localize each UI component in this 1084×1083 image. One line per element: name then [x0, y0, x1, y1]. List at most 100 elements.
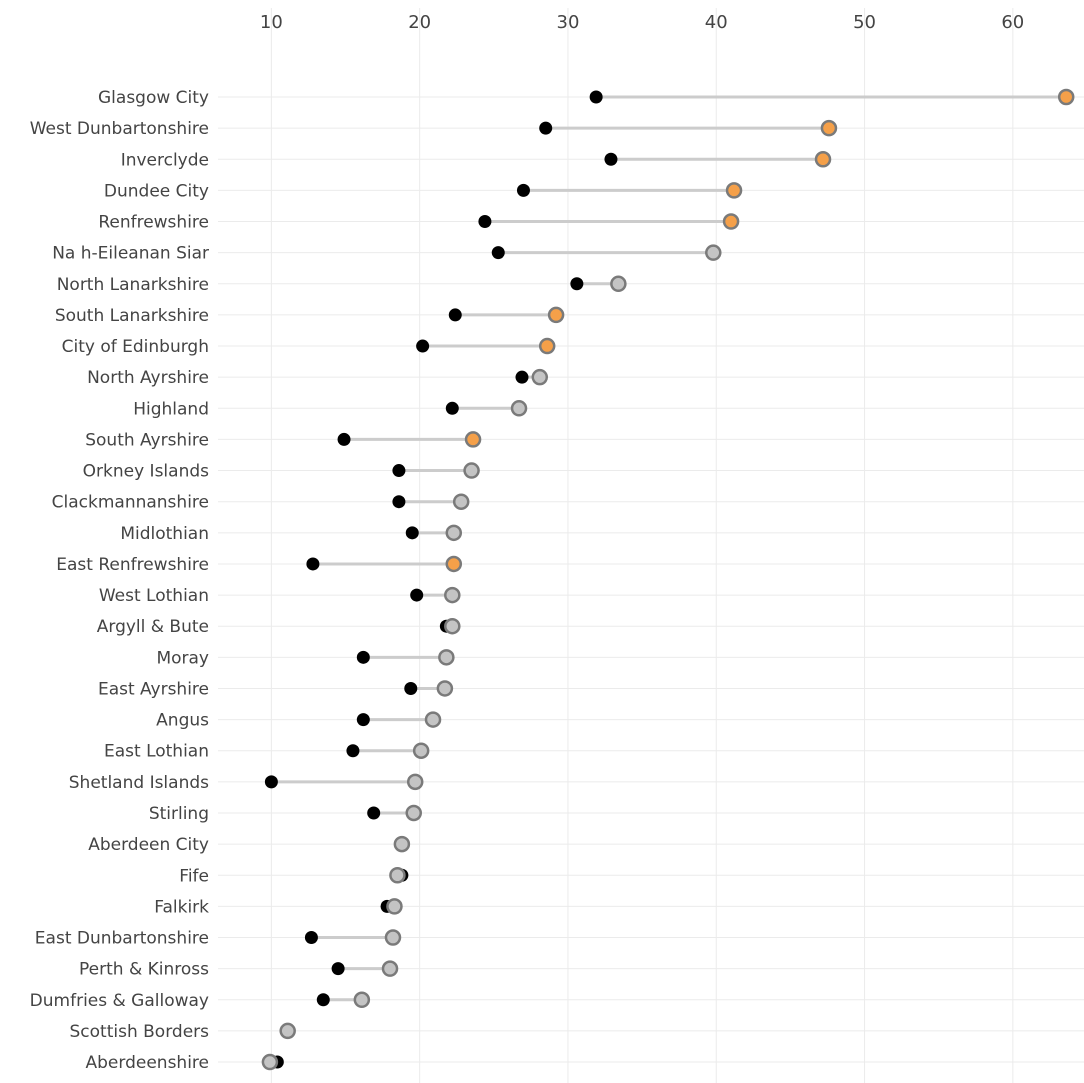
end-point	[444, 617, 461, 635]
end-point-highlighted	[464, 431, 482, 448]
category-label: Shetland Islands	[69, 773, 209, 793]
end-point	[444, 586, 461, 604]
end-point-highlighted	[820, 119, 838, 137]
category-label: South Ayrshire	[85, 430, 209, 450]
category-label: East Lothian	[104, 742, 209, 762]
category-label: Dundee City	[104, 181, 209, 201]
start-point	[570, 277, 584, 291]
category-label: South Lanarkshire	[55, 306, 209, 326]
end-point	[705, 244, 722, 261]
start-point	[346, 744, 360, 758]
category-label: Aberdeen City	[88, 835, 209, 855]
end-point-highlighted	[445, 555, 463, 573]
end-point	[389, 867, 406, 884]
x-tick-label: 20	[408, 12, 431, 33]
start-point	[392, 495, 406, 509]
start-point	[516, 183, 530, 197]
end-point	[381, 960, 399, 977]
end-point	[438, 649, 455, 666]
end-point	[406, 773, 424, 791]
end-point	[353, 991, 371, 1009]
start-point	[337, 432, 351, 446]
start-point	[491, 246, 505, 260]
start-point	[331, 962, 345, 976]
start-point	[478, 215, 492, 229]
end-point	[261, 1053, 279, 1071]
category-label: Falkirk	[154, 897, 209, 917]
x-tick-label: 60	[1001, 12, 1024, 33]
start-point	[604, 152, 618, 166]
end-point-highlighted	[725, 182, 743, 199]
start-point	[539, 121, 553, 135]
start-point	[410, 588, 424, 602]
x-tick-label: 50	[853, 12, 876, 33]
start-point	[515, 370, 529, 384]
end-point	[463, 462, 480, 479]
start-point	[356, 650, 370, 664]
category-label: Dumfries & Galloway	[30, 991, 209, 1011]
end-point-highlighted	[814, 151, 832, 168]
category-label: Inverclyde	[121, 150, 209, 170]
x-tick-label: 30	[557, 12, 580, 33]
category-label: Na h-Eileanan Siar	[52, 244, 209, 264]
end-point-highlighted	[1057, 88, 1075, 106]
start-point	[264, 775, 278, 789]
end-point	[531, 368, 549, 386]
category-label: Aberdeenshire	[86, 1053, 209, 1073]
end-point	[610, 275, 627, 293]
end-point	[384, 929, 402, 946]
grid-lines	[218, 8, 1084, 1083]
start-point	[404, 681, 418, 695]
category-label: Renfrewshire	[98, 213, 209, 233]
start-point	[306, 557, 320, 571]
x-tick-label: 40	[705, 12, 728, 33]
end-point	[386, 898, 403, 915]
x-tick-label: 10	[260, 12, 283, 33]
start-point	[316, 993, 330, 1007]
category-label: North Ayrshire	[87, 368, 209, 388]
start-point	[445, 401, 459, 415]
category-label: Perth & Kinross	[79, 960, 209, 980]
category-label: City of Edinburgh	[62, 337, 209, 357]
category-label: Stirling	[149, 804, 209, 824]
start-point	[356, 713, 370, 727]
end-point	[412, 742, 430, 759]
category-label: Orkney Islands	[83, 462, 209, 482]
category-label: Angus	[156, 711, 209, 731]
category-label: West Dunbartonshire	[30, 119, 209, 139]
category-label: East Ayrshire	[98, 679, 209, 699]
category-label: Glasgow City	[98, 88, 209, 108]
category-label: Clackmannanshire	[52, 493, 209, 513]
category-label: Midlothian	[120, 524, 209, 544]
start-point	[416, 339, 430, 353]
dumbbell-marks	[261, 88, 1075, 1071]
category-label: West Lothian	[99, 586, 209, 606]
end-point	[445, 524, 463, 542]
category-label: East Dunbartonshire	[35, 929, 209, 949]
category-label: Moray	[156, 648, 209, 668]
start-point	[448, 308, 462, 322]
end-point	[452, 493, 470, 510]
start-point	[405, 526, 419, 540]
end-point	[279, 1022, 296, 1040]
category-label: Highland	[133, 399, 209, 419]
end-point	[510, 400, 528, 417]
end-point-highlighted	[722, 213, 740, 230]
category-label: East Renfrewshire	[56, 555, 209, 575]
start-point	[589, 90, 603, 104]
category-label: Argyll & Bute	[97, 617, 209, 637]
end-point	[436, 680, 454, 697]
end-point	[393, 835, 411, 853]
category-label: North Lanarkshire	[57, 275, 209, 295]
category-label: Scottish Borders	[70, 1022, 210, 1042]
category-label: Fife	[179, 866, 209, 886]
end-point-highlighted	[538, 337, 556, 355]
start-point	[367, 806, 381, 820]
end-point	[405, 804, 422, 822]
category-labels: Glasgow City West Dunbartonshire Inverclyd…	[30, 88, 209, 1073]
start-point	[304, 931, 318, 945]
end-point-highlighted	[547, 306, 565, 324]
x-axis-tick-labels: 10 20 30 40 50 60	[260, 12, 1024, 33]
start-point	[392, 464, 406, 478]
